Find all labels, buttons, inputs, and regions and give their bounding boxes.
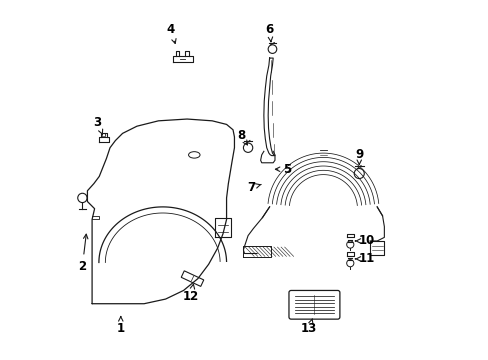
Text: 11: 11	[355, 252, 374, 265]
Text: 9: 9	[354, 148, 363, 165]
Text: 1: 1	[117, 316, 124, 335]
Text: 8: 8	[236, 129, 247, 145]
Text: 2: 2	[78, 234, 88, 273]
Text: 5: 5	[275, 163, 291, 176]
Text: 13: 13	[300, 319, 317, 335]
Text: 4: 4	[166, 23, 176, 44]
Text: 3: 3	[93, 116, 102, 135]
Text: 10: 10	[355, 234, 374, 247]
Text: 6: 6	[265, 23, 273, 42]
Text: 7: 7	[247, 181, 261, 194]
Text: 12: 12	[182, 284, 199, 303]
